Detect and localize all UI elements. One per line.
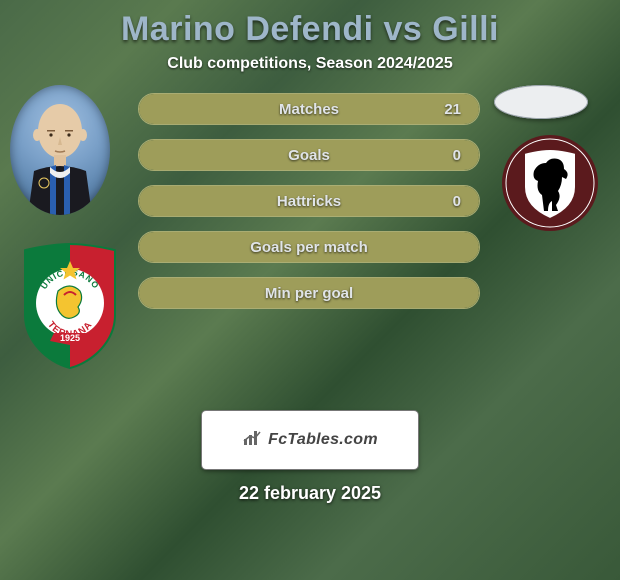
stat-label: Goals per match	[250, 239, 368, 256]
subtitle: Club competitions, Season 2024/2025	[0, 55, 620, 73]
stat-row-matches: Matches 21	[138, 93, 480, 125]
right-player-avatar-placeholder	[494, 85, 588, 119]
left-player-avatar	[10, 85, 110, 215]
footer-date: 22 february 2025	[0, 483, 620, 504]
brand-footer-box: FcTables.com	[202, 411, 418, 469]
stat-label: Matches	[279, 101, 339, 118]
stat-right-value: 0	[453, 140, 461, 170]
brand-text: FcTables.com	[268, 431, 378, 449]
stat-label: Goals	[288, 147, 330, 164]
left-club-badge: UNICUSANO TERNANA 1925	[18, 241, 122, 369]
stat-row-hattricks: Hattricks 0	[138, 185, 480, 217]
stat-label: Hattricks	[277, 193, 341, 210]
stat-right-value: 21	[444, 94, 461, 124]
left-club-year: 1925	[60, 333, 80, 343]
stat-row-goals: Goals 0	[138, 139, 480, 171]
right-club-badge	[500, 133, 600, 233]
page-title: Marino Defendi vs Gilli	[0, 0, 620, 49]
stat-row-min-per-goal: Min per goal	[138, 277, 480, 309]
brand-chart-icon	[242, 429, 264, 452]
stat-row-goals-per-match: Goals per match	[138, 231, 480, 263]
stat-right-value: 0	[453, 186, 461, 216]
comparison-stage: UNICUSANO TERNANA 1925	[0, 91, 620, 401]
stat-bars: Matches 21 Goals 0 Hattricks 0 Goals per…	[138, 93, 480, 323]
stat-label: Min per goal	[265, 285, 353, 302]
